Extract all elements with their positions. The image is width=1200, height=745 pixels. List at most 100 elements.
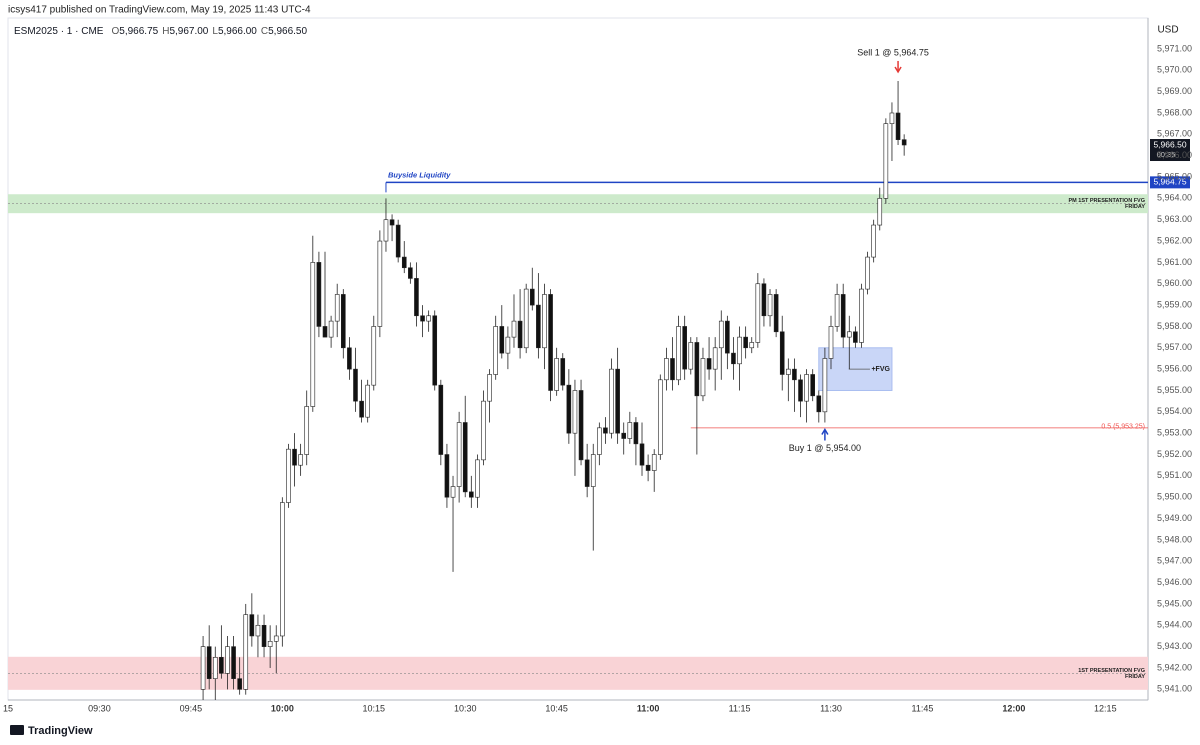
y-tick-label: 5,953.00 — [1157, 428, 1192, 438]
candle-body — [548, 294, 553, 391]
candle-body — [243, 614, 249, 690]
candle-body — [517, 320, 523, 349]
candle-body — [828, 326, 834, 359]
candle-body — [316, 262, 322, 327]
candle-body — [292, 448, 297, 466]
candle-body — [810, 374, 816, 397]
candle-body — [804, 374, 809, 402]
candle-body — [609, 368, 614, 434]
x-tick-label: 10:00 — [271, 703, 294, 713]
x-tick-label: 11:00 — [637, 703, 660, 713]
candle-body — [395, 224, 401, 258]
candle-body — [347, 347, 352, 370]
currency: USD — [1157, 25, 1178, 36]
level-badge — [1150, 176, 1190, 189]
candle-body — [822, 358, 828, 413]
candle-body — [304, 406, 310, 455]
candle-body — [499, 326, 505, 354]
candle-body — [359, 400, 364, 418]
y-tick-label: 5,957.00 — [1157, 342, 1192, 352]
x-tick-label: 11:45 — [912, 703, 934, 713]
ohlc-value: 5,966.50 — [268, 26, 307, 37]
candle-body — [493, 326, 499, 375]
published-line: icsys417 published on TradingView.com, M… — [8, 5, 311, 16]
candle-body — [816, 395, 822, 413]
plot-area — [8, 80, 1148, 700]
candle-body — [603, 427, 608, 434]
y-tick-label: 5,941.00 — [1157, 684, 1192, 694]
candle-body — [859, 288, 864, 343]
x-tick-label: 09:45 — [180, 703, 203, 713]
zone-label: 1ST PRESENTATION FVG — [1078, 668, 1145, 674]
x-tick-label: 10:45 — [545, 703, 568, 713]
candle-body — [877, 198, 883, 226]
y-tick-label: 5,951.00 — [1157, 470, 1192, 480]
candle-body — [792, 368, 797, 381]
x-tick-label: 12:15 — [1094, 703, 1117, 713]
candle-body — [389, 219, 395, 226]
x-tick-label: 10:15 — [363, 703, 386, 713]
y-tick-label: 5,950.00 — [1157, 492, 1192, 502]
candle-body — [670, 358, 675, 381]
candle-body — [456, 422, 462, 487]
candle-body — [298, 454, 303, 466]
candle-body — [554, 358, 559, 391]
y-tick-label: 5,948.00 — [1157, 534, 1192, 544]
zone-sublabel: FRIDAY — [1125, 674, 1145, 680]
ohlc-key: L — [212, 26, 218, 37]
y-tick-label: 5,949.00 — [1157, 513, 1192, 523]
ohlc-key: O — [111, 26, 119, 37]
candle-body — [639, 443, 645, 466]
candle-body — [779, 331, 785, 375]
y-tick-label: 5,946.00 — [1157, 577, 1192, 587]
candle-body — [328, 320, 334, 338]
y-tick-label: 5,967.00 — [1157, 129, 1192, 139]
fvg-label: +FVG — [871, 366, 890, 373]
candle-body — [731, 352, 736, 365]
candle-body — [206, 646, 212, 679]
brand-logo — [10, 725, 24, 735]
candle-body — [267, 640, 273, 647]
x-tick-label: 11:30 — [820, 703, 842, 713]
candle-body — [883, 123, 889, 199]
candle-body — [840, 294, 846, 338]
level-name: Buyside Liquidity — [388, 170, 451, 179]
candle-body — [487, 374, 492, 402]
candle-body — [219, 657, 224, 674]
y-tick-label: 5,958.00 — [1157, 321, 1192, 331]
candle-body — [718, 320, 724, 349]
candle-body — [280, 502, 285, 637]
candle-body — [450, 486, 456, 498]
y-tick-label: 5,945.00 — [1157, 598, 1192, 608]
candle-body — [444, 454, 450, 498]
candle-body — [590, 454, 596, 487]
candle-body — [481, 400, 486, 461]
y-tick-label: 5,942.00 — [1157, 662, 1192, 672]
candle-body — [584, 459, 590, 487]
symbol: ESM2025 · 1 · CME — [14, 26, 104, 37]
x-tick-label: 12:00 — [1002, 703, 1025, 713]
candle-body — [572, 390, 578, 434]
candle-body — [273, 635, 279, 642]
candle-body — [846, 331, 852, 338]
candle-body — [334, 294, 340, 322]
y-tick-label: 5,959.00 — [1157, 299, 1192, 309]
y-tick-label: 5,962.00 — [1157, 235, 1192, 245]
candle-body — [786, 368, 791, 375]
last-price-badge — [1150, 139, 1190, 162]
candle-body — [725, 320, 730, 354]
x-tick-label: 10:30 — [454, 703, 477, 713]
candle-body — [645, 464, 651, 471]
zone-sublabel: FRIDAY — [1125, 204, 1145, 210]
candle-body — [889, 112, 895, 124]
candle-body — [414, 278, 419, 317]
x-tick-label: 11:15 — [729, 703, 751, 713]
x-tick-label: 15 — [3, 703, 13, 713]
candle-body — [371, 326, 377, 386]
y-tick-label: 5,960.00 — [1157, 278, 1192, 288]
candle-body — [743, 336, 748, 349]
y-tick-label: 5,954.00 — [1157, 406, 1192, 416]
candle-body — [200, 646, 206, 690]
countdown: 00:35 — [1157, 150, 1176, 159]
